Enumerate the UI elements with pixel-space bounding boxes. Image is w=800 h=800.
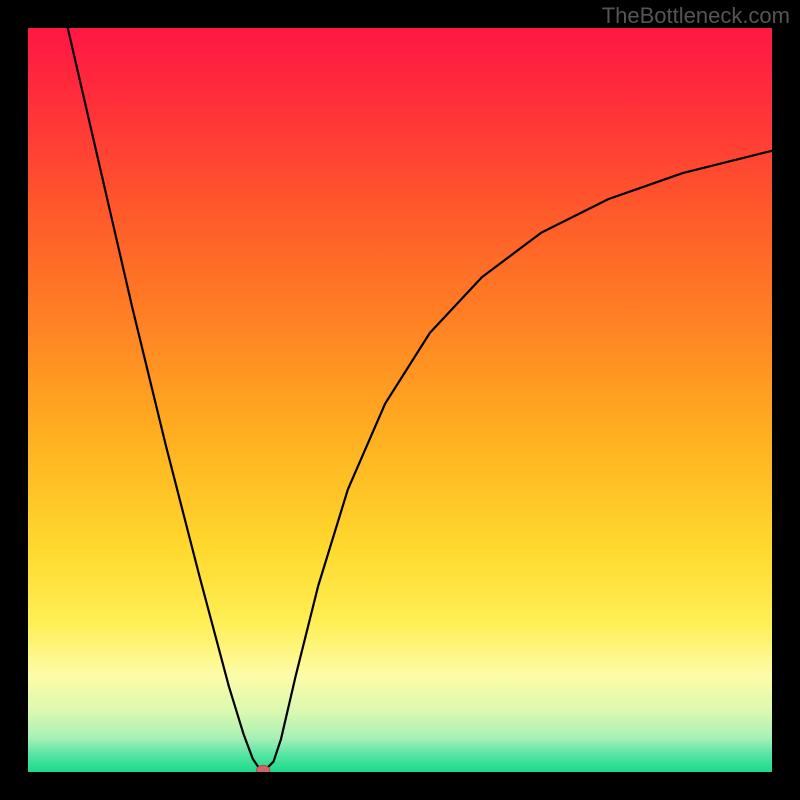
optimal-point-marker	[256, 765, 269, 772]
watermark-text: TheBottleneck.com	[602, 3, 790, 29]
plot-area	[28, 28, 772, 772]
curve-layer	[28, 28, 772, 772]
chart-wrapper: TheBottleneck.com	[0, 0, 800, 800]
bottleneck-curve	[65, 28, 772, 771]
